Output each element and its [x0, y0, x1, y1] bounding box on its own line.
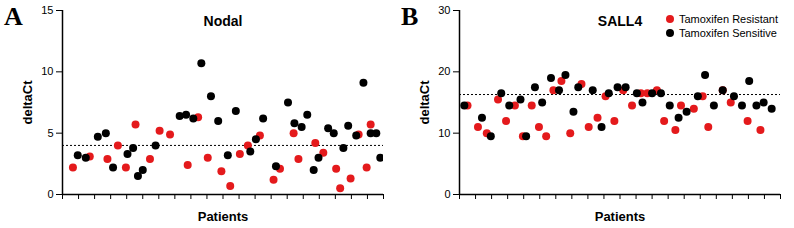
html-text:Tamoxifen Resistant: Tamoxifen Resistant: [679, 13, 778, 25]
svg-text:0: 0: [444, 188, 450, 200]
svg-text:10: 10: [41, 65, 53, 77]
svg-text:deltaCt: deltaCt: [20, 80, 35, 125]
svg-text:15: 15: [41, 4, 53, 16]
html-text:Tamoxifen Sensitive: Tamoxifen Sensitive: [679, 27, 777, 39]
svg-text:Patients: Patients: [595, 209, 646, 224]
svg-text:10: 10: [438, 127, 450, 139]
svg-text:SALL4: SALL4: [598, 13, 643, 29]
html-text:A: A: [4, 2, 23, 31]
svg-text:30: 30: [438, 4, 450, 16]
svg-text:20: 20: [438, 65, 450, 77]
svg-text:0: 0: [47, 188, 53, 200]
html-text:B: B: [401, 2, 419, 31]
svg-text:5: 5: [47, 127, 53, 139]
svg-text:deltaCt: deltaCt: [417, 80, 432, 125]
svg-text:Patients: Patients: [198, 209, 249, 224]
svg-text:Nodal: Nodal: [204, 13, 243, 29]
